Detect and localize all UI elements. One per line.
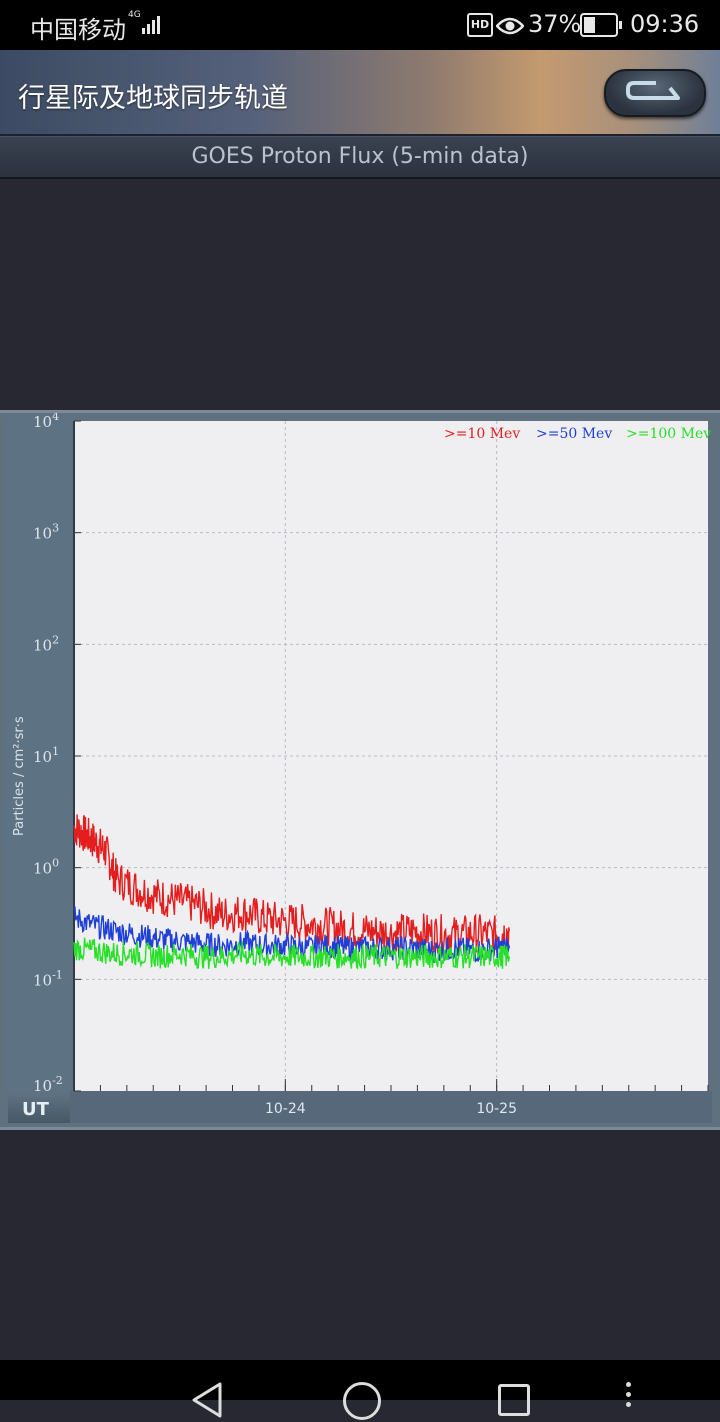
- series-line: [73, 937, 510, 970]
- clock: 09:36: [630, 10, 700, 38]
- legend-entry: >=50 Mev: [536, 426, 612, 442]
- y-tick-label: 104: [33, 413, 59, 431]
- signal-icon: [142, 14, 164, 34]
- x-tick-label: 10-24: [265, 1101, 306, 1117]
- legend-entry: >=10 Mev: [444, 426, 520, 442]
- network-type: 4G: [128, 10, 141, 20]
- y-tick-label: 101: [33, 745, 59, 766]
- battery-percent: 37%: [528, 10, 582, 38]
- y-axis-label: Particles / cm²·sr·s: [12, 716, 27, 836]
- plot-area: [74, 421, 708, 1091]
- y-tick-label: 10-2: [33, 1074, 63, 1095]
- x-axis-strip: [70, 1091, 712, 1123]
- page-title: 行星际及地球同步轨道: [18, 83, 288, 114]
- eye-icon: [495, 14, 525, 42]
- series-line: [73, 814, 510, 954]
- nav-home-icon[interactable]: [343, 1382, 381, 1420]
- back-arrow-icon: [626, 81, 680, 100]
- y-tick-label: 100: [33, 857, 59, 878]
- y-tick-label: 10-1: [33, 968, 63, 989]
- legend-entry: >=100 Mev: [626, 426, 711, 442]
- status-bar: 中国移动 4G HD 37% 09:36: [0, 0, 720, 50]
- back-button[interactable]: [604, 69, 706, 117]
- y-tick-label: 102: [33, 633, 59, 654]
- battery-icon: [580, 13, 622, 37]
- x-tick-label: 10-25: [476, 1101, 517, 1117]
- chart-svg: 104 103 102 101 100 10-1 10-2 10-24 10-25 Particl…: [6, 413, 712, 1123]
- nav-back-icon[interactable]: [190, 1382, 224, 1422]
- x-axis-label: UT: [8, 1097, 70, 1123]
- carrier-label: 中国移动: [30, 16, 126, 44]
- hd-badge: HD: [467, 13, 493, 37]
- app-header: 行星际及地球同步轨道: [0, 50, 720, 136]
- chart-subtitle: GOES Proton Flux (5-min data): [0, 136, 720, 179]
- system-nav-bar: [0, 1360, 720, 1420]
- y-tick-label: 103: [33, 522, 59, 543]
- nav-menu-icon[interactable]: [626, 1382, 631, 1412]
- y-axis-strip: [6, 417, 74, 1093]
- proton-flux-chart: 104 103 102 101 100 10-1 10-2 10-24 10-25 Particl…: [0, 410, 720, 1130]
- nav-recents-icon[interactable]: [498, 1384, 530, 1416]
